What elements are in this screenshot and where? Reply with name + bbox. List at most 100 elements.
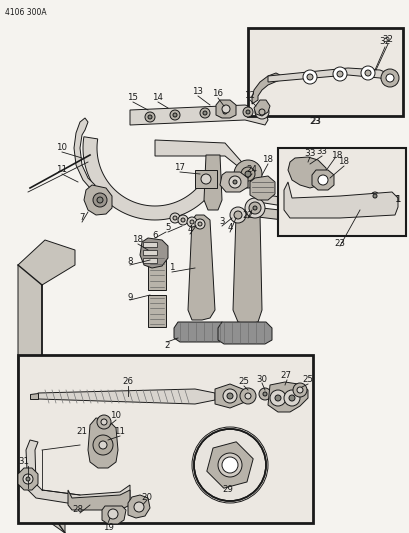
Text: 11: 11 bbox=[114, 427, 125, 437]
Circle shape bbox=[180, 218, 184, 222]
Circle shape bbox=[362, 203, 380, 221]
Circle shape bbox=[229, 176, 240, 188]
Bar bbox=[148, 295, 166, 327]
Circle shape bbox=[234, 211, 241, 219]
Text: 5: 5 bbox=[165, 223, 170, 232]
Polygon shape bbox=[30, 393, 38, 399]
Text: 7: 7 bbox=[79, 214, 85, 222]
Circle shape bbox=[193, 429, 265, 501]
Bar bbox=[148, 255, 166, 290]
Circle shape bbox=[232, 180, 236, 184]
Bar bbox=[247, 28, 402, 116]
Circle shape bbox=[101, 419, 107, 425]
Polygon shape bbox=[216, 100, 236, 118]
Circle shape bbox=[234, 160, 261, 188]
Text: 19: 19 bbox=[102, 522, 113, 531]
Text: 25: 25 bbox=[302, 376, 313, 384]
Circle shape bbox=[258, 109, 264, 115]
Circle shape bbox=[218, 453, 241, 477]
Circle shape bbox=[302, 70, 316, 84]
Polygon shape bbox=[74, 118, 95, 188]
Circle shape bbox=[148, 115, 152, 119]
Text: 11: 11 bbox=[56, 166, 67, 174]
Polygon shape bbox=[214, 384, 245, 408]
Text: 3: 3 bbox=[219, 217, 224, 227]
Text: 4: 4 bbox=[227, 223, 232, 232]
Circle shape bbox=[200, 174, 211, 184]
Text: 13: 13 bbox=[192, 87, 203, 96]
Polygon shape bbox=[257, 208, 374, 228]
Circle shape bbox=[270, 390, 285, 406]
Circle shape bbox=[229, 207, 245, 223]
Bar bbox=[18, 355, 312, 523]
Text: 22: 22 bbox=[242, 211, 253, 220]
Circle shape bbox=[26, 477, 30, 481]
Polygon shape bbox=[26, 440, 130, 505]
Circle shape bbox=[239, 388, 255, 404]
Circle shape bbox=[245, 171, 250, 177]
Circle shape bbox=[145, 112, 155, 122]
Circle shape bbox=[187, 217, 196, 227]
Circle shape bbox=[243, 107, 252, 117]
Text: 9: 9 bbox=[127, 294, 133, 303]
Circle shape bbox=[336, 71, 342, 77]
Circle shape bbox=[248, 202, 261, 214]
Bar bbox=[277, 148, 405, 236]
Text: 14: 14 bbox=[152, 93, 163, 101]
Polygon shape bbox=[188, 215, 214, 320]
Polygon shape bbox=[173, 322, 227, 342]
Polygon shape bbox=[68, 490, 130, 510]
Circle shape bbox=[258, 388, 270, 400]
Polygon shape bbox=[102, 506, 126, 524]
Polygon shape bbox=[83, 137, 219, 220]
Polygon shape bbox=[38, 389, 214, 404]
Circle shape bbox=[372, 194, 376, 198]
Text: 33: 33 bbox=[303, 149, 315, 157]
Text: 32: 32 bbox=[382, 36, 393, 44]
Bar bbox=[195, 170, 216, 188]
Circle shape bbox=[245, 198, 264, 218]
Text: 8: 8 bbox=[127, 257, 133, 266]
Polygon shape bbox=[155, 140, 247, 178]
Polygon shape bbox=[254, 100, 270, 116]
Text: 10: 10 bbox=[110, 410, 121, 419]
Circle shape bbox=[296, 387, 302, 393]
Text: 2: 2 bbox=[164, 341, 169, 350]
Text: 32: 32 bbox=[378, 37, 390, 46]
Circle shape bbox=[385, 74, 393, 82]
Circle shape bbox=[99, 441, 107, 449]
Circle shape bbox=[227, 393, 232, 399]
Circle shape bbox=[360, 66, 374, 80]
Polygon shape bbox=[218, 322, 271, 344]
Circle shape bbox=[245, 110, 249, 114]
Text: 21: 21 bbox=[76, 427, 87, 437]
Text: 1: 1 bbox=[394, 196, 400, 205]
Circle shape bbox=[191, 427, 267, 503]
Circle shape bbox=[170, 213, 180, 223]
Text: 23: 23 bbox=[310, 117, 321, 126]
Circle shape bbox=[283, 390, 299, 406]
Circle shape bbox=[317, 175, 327, 185]
Text: 4: 4 bbox=[187, 225, 192, 235]
Text: 20: 20 bbox=[141, 492, 152, 502]
Circle shape bbox=[200, 108, 209, 118]
Text: 31: 31 bbox=[18, 457, 29, 466]
Circle shape bbox=[221, 105, 229, 113]
Circle shape bbox=[274, 395, 280, 401]
Text: 23: 23 bbox=[334, 238, 345, 247]
Polygon shape bbox=[257, 192, 379, 215]
Circle shape bbox=[292, 383, 306, 397]
Polygon shape bbox=[283, 182, 397, 218]
Circle shape bbox=[254, 105, 268, 119]
Circle shape bbox=[220, 107, 229, 117]
Text: 4106 300A: 4106 300A bbox=[5, 8, 47, 17]
Polygon shape bbox=[130, 105, 267, 125]
Circle shape bbox=[170, 110, 180, 120]
Polygon shape bbox=[232, 210, 261, 324]
Text: 18: 18 bbox=[331, 150, 343, 159]
Circle shape bbox=[240, 167, 254, 181]
Text: 6: 6 bbox=[152, 230, 157, 239]
Polygon shape bbox=[311, 170, 333, 190]
Text: 26: 26 bbox=[122, 377, 133, 386]
Polygon shape bbox=[88, 418, 118, 468]
